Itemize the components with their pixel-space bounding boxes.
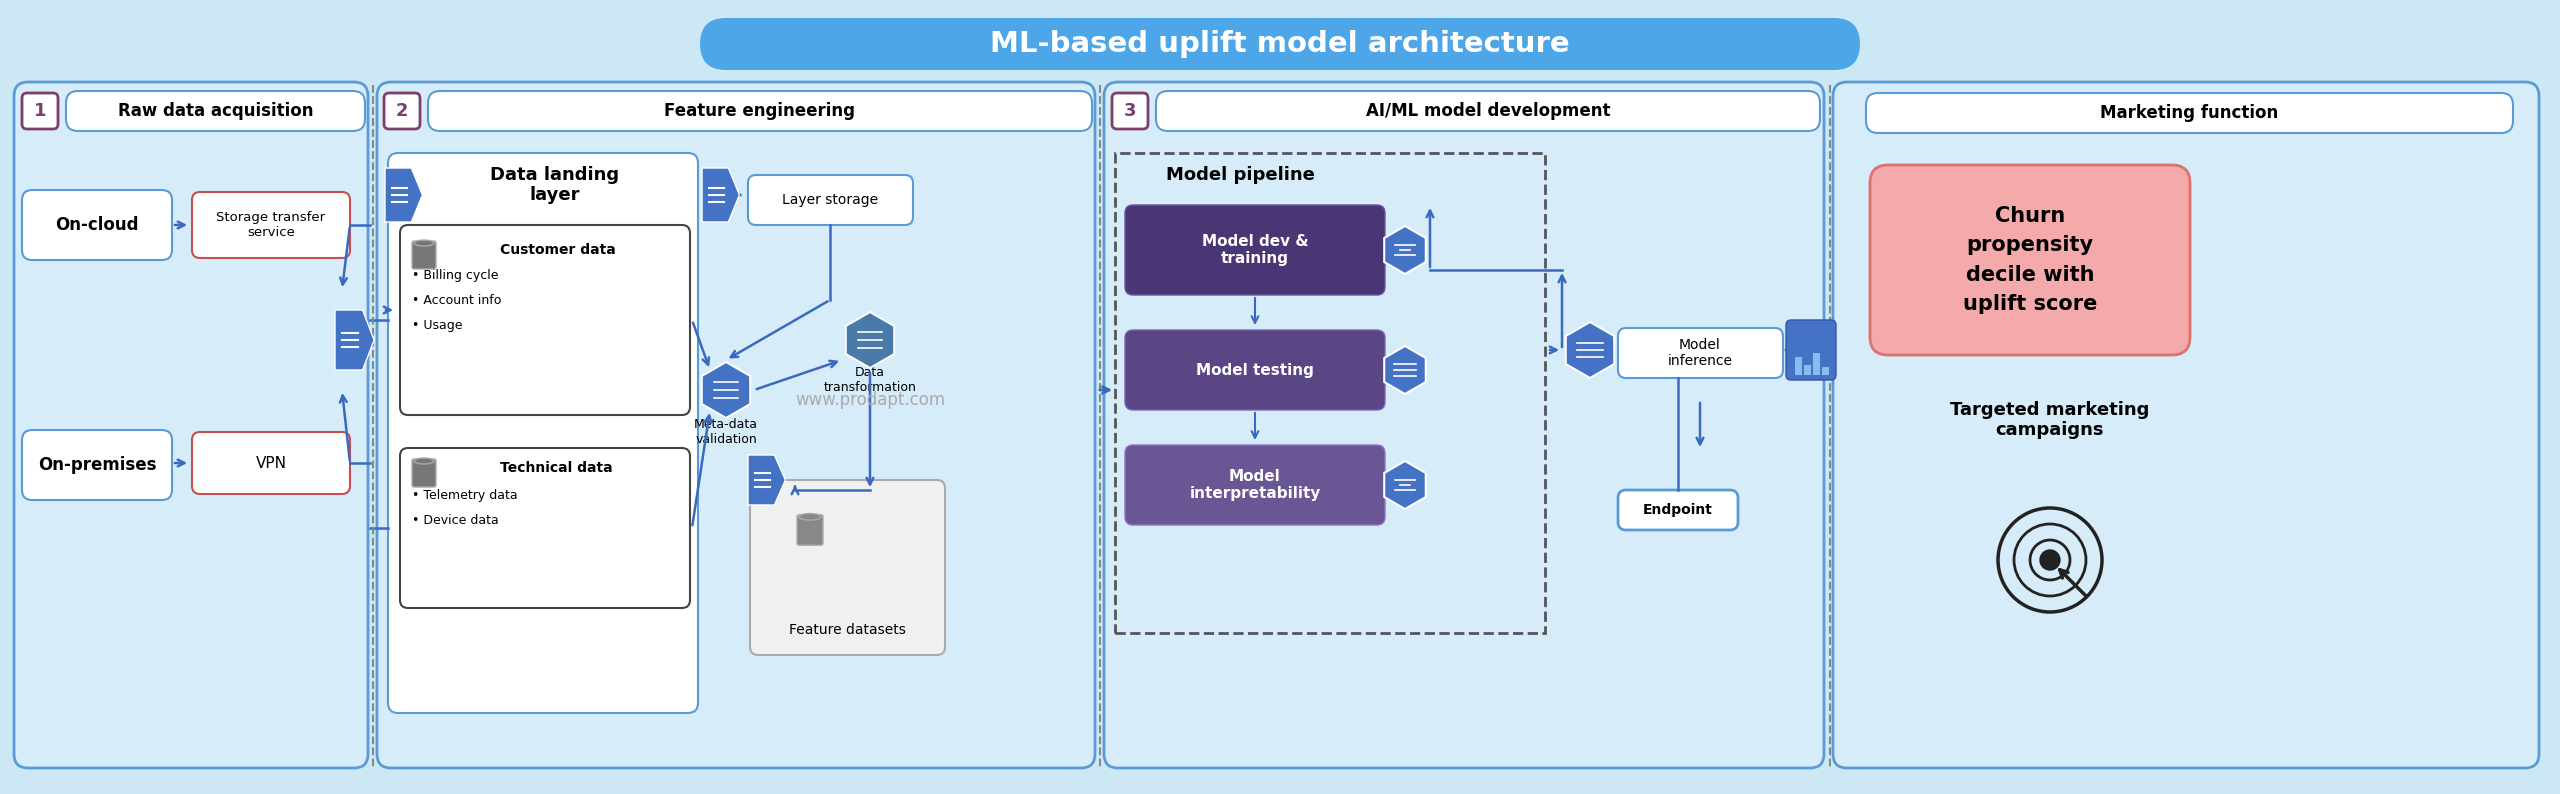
Text: Targeted marketing
campaigns: Targeted marketing campaigns [1951, 401, 2150, 439]
Text: Model testing: Model testing [1196, 363, 1313, 377]
FancyBboxPatch shape [1618, 328, 1782, 378]
Polygon shape [748, 455, 786, 505]
Text: • Device data: • Device data [412, 514, 499, 526]
FancyBboxPatch shape [399, 448, 691, 608]
Bar [1116, 153, 1546, 633]
Text: 1: 1 [33, 102, 46, 120]
Text: Feature datasets: Feature datasets [788, 623, 906, 637]
Polygon shape [1385, 226, 1426, 274]
Text: 3: 3 [1124, 102, 1137, 120]
Polygon shape [1385, 346, 1426, 394]
FancyBboxPatch shape [23, 93, 59, 129]
Text: ML-based uplift model architecture: ML-based uplift model architecture [991, 30, 1569, 58]
Text: Model
interpretability: Model interpretability [1190, 468, 1321, 501]
Text: Churn
propensity
decile with
uplift score: Churn propensity decile with uplift scor… [1964, 206, 2097, 314]
Text: Model
inference: Model inference [1667, 338, 1733, 368]
Bar [1823, 367, 1828, 375]
FancyBboxPatch shape [1124, 330, 1385, 410]
FancyBboxPatch shape [1157, 91, 1820, 131]
FancyBboxPatch shape [796, 515, 822, 545]
FancyBboxPatch shape [192, 192, 351, 258]
Polygon shape [1385, 461, 1426, 509]
FancyBboxPatch shape [192, 432, 351, 494]
Polygon shape [845, 312, 893, 368]
Ellipse shape [415, 458, 435, 464]
Polygon shape [701, 168, 740, 222]
Polygon shape [335, 310, 374, 370]
Text: • Billing cycle: • Billing cycle [412, 268, 499, 282]
Text: Layer storage: Layer storage [781, 193, 878, 207]
FancyBboxPatch shape [1111, 93, 1147, 129]
Circle shape [2040, 550, 2061, 570]
Bar [1812, 353, 1820, 375]
FancyBboxPatch shape [376, 82, 1096, 768]
FancyBboxPatch shape [67, 91, 366, 131]
FancyBboxPatch shape [699, 18, 1861, 70]
FancyBboxPatch shape [412, 459, 435, 487]
FancyBboxPatch shape [13, 82, 369, 768]
Bar [1805, 365, 1810, 375]
FancyBboxPatch shape [1103, 82, 1823, 768]
Text: VPN: VPN [256, 456, 287, 471]
Text: On-cloud: On-cloud [56, 216, 138, 234]
FancyBboxPatch shape [1869, 165, 2189, 355]
FancyBboxPatch shape [1618, 490, 1738, 530]
Polygon shape [384, 168, 422, 222]
Polygon shape [1567, 322, 1615, 378]
Ellipse shape [415, 240, 435, 246]
FancyBboxPatch shape [1833, 82, 2540, 768]
Text: Endpoint: Endpoint [1644, 503, 1713, 517]
Text: Technical data: Technical data [499, 461, 612, 475]
Text: www.prodapt.com: www.prodapt.com [796, 391, 945, 409]
Text: Model pipeline: Model pipeline [1165, 166, 1313, 184]
FancyBboxPatch shape [23, 430, 172, 500]
FancyBboxPatch shape [1866, 93, 2514, 133]
Text: • Account info: • Account info [412, 294, 502, 306]
Text: • Usage: • Usage [412, 318, 463, 332]
FancyBboxPatch shape [428, 91, 1093, 131]
Text: Data
transformation: Data transformation [824, 366, 916, 394]
Text: • Telemetry data: • Telemetry data [412, 488, 517, 502]
FancyBboxPatch shape [1787, 320, 1836, 380]
Ellipse shape [799, 514, 822, 520]
FancyBboxPatch shape [748, 175, 914, 225]
Text: Meta-data
validation: Meta-data validation [694, 418, 758, 446]
Text: Marketing function: Marketing function [2099, 104, 2278, 122]
Text: Customer data: Customer data [499, 243, 617, 257]
Text: AI/ML model development: AI/ML model development [1364, 102, 1610, 120]
Text: Feature engineering: Feature engineering [666, 102, 855, 120]
FancyBboxPatch shape [384, 93, 420, 129]
FancyBboxPatch shape [412, 241, 435, 269]
Bar [1795, 357, 1802, 375]
FancyBboxPatch shape [1124, 205, 1385, 295]
Text: Data landing
layer: Data landing layer [492, 166, 620, 204]
FancyBboxPatch shape [750, 480, 945, 655]
FancyBboxPatch shape [23, 190, 172, 260]
Text: Model dev &
training: Model dev & training [1201, 233, 1308, 266]
FancyBboxPatch shape [399, 225, 691, 415]
FancyBboxPatch shape [1124, 445, 1385, 525]
Text: 2: 2 [397, 102, 407, 120]
Text: Raw data acquisition: Raw data acquisition [118, 102, 312, 120]
Polygon shape [701, 362, 750, 418]
Text: Storage transfer
service: Storage transfer service [218, 211, 325, 239]
Text: On-premises: On-premises [38, 456, 156, 474]
FancyBboxPatch shape [389, 153, 699, 713]
